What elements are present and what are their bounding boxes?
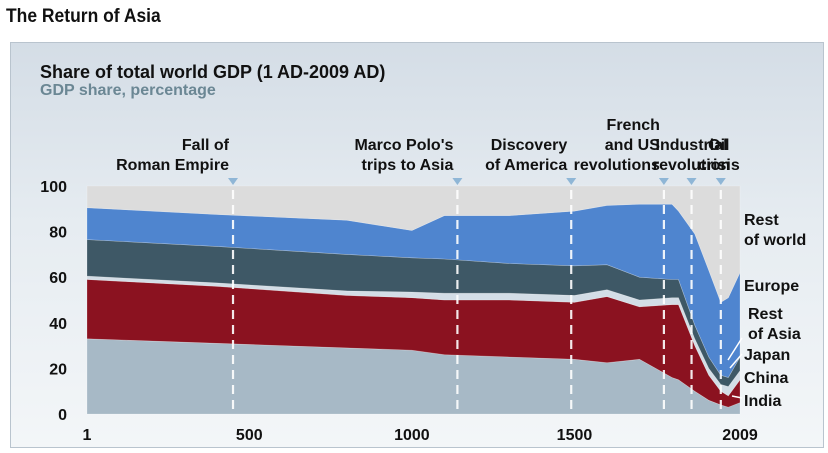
event-marker-3 bbox=[658, 178, 669, 185]
legend-india: India bbox=[744, 393, 781, 410]
x-tick-label: 1500 bbox=[557, 427, 593, 444]
y-tick-label: 0 bbox=[58, 407, 67, 424]
event-label-5-line-1: crisis bbox=[698, 157, 740, 174]
event-label-2-line-0: Discovery bbox=[491, 137, 568, 154]
x-tick-label: 1 bbox=[83, 427, 92, 444]
y-tick-label: 20 bbox=[49, 361, 67, 378]
event-label-4-line-1: revolution bbox=[653, 157, 730, 174]
event-label-3-line-1: and US bbox=[605, 137, 660, 154]
chart-title: Share of total world GDP (1 AD-2009 AD) bbox=[40, 62, 386, 82]
y-tick-label: 40 bbox=[49, 316, 67, 333]
event-label-0-line-1: Roman Empire bbox=[116, 157, 229, 174]
legend-leader-line-1 bbox=[729, 353, 743, 369]
event-marker-5 bbox=[715, 178, 726, 185]
event-label-5-line-0: Oil bbox=[708, 137, 729, 154]
legend-europe: Europe bbox=[744, 278, 799, 295]
legend-leader-line-2 bbox=[731, 395, 743, 399]
legend-leader-line-0 bbox=[727, 337, 743, 361]
event-label-1-line-1: trips to Asia bbox=[362, 157, 454, 174]
event-marker-2 bbox=[566, 178, 577, 185]
event-marker-1 bbox=[452, 178, 463, 185]
y-tick-label: 80 bbox=[49, 225, 67, 242]
area-rest-of-world bbox=[86, 185, 741, 303]
page-title: The Return of Asia bbox=[6, 6, 161, 27]
event-label-4-line-0: Industrial bbox=[656, 137, 728, 154]
area-china bbox=[86, 279, 741, 408]
event-label-3-line-2: revolutions bbox=[574, 157, 660, 174]
legend-japan: Japan bbox=[744, 347, 790, 364]
x-tick-label: 2009 bbox=[722, 427, 758, 444]
event-label-0-line-0: Fall of bbox=[182, 137, 230, 154]
legend-rest-of-world: Rest of world bbox=[744, 212, 806, 249]
event-marker-4 bbox=[686, 178, 697, 185]
legend-rest-of-asia: Rest of Asia bbox=[748, 306, 801, 343]
y-tick-label: 60 bbox=[49, 270, 67, 287]
legend-china: China bbox=[744, 370, 789, 387]
event-label-2-line-1: of America bbox=[485, 157, 567, 174]
event-marker-0 bbox=[228, 178, 239, 185]
area-rest-of-asia bbox=[86, 239, 741, 387]
event-label-3-line-0: French bbox=[607, 117, 660, 134]
chart-subtitle: GDP share, percentage bbox=[40, 82, 216, 99]
x-tick-label: 500 bbox=[236, 427, 263, 444]
x-tick-label: 1000 bbox=[394, 427, 430, 444]
y-tick-label: 100 bbox=[40, 179, 67, 196]
event-label-1-line-0: Marco Polo's bbox=[354, 137, 453, 154]
area-india bbox=[86, 338, 741, 415]
